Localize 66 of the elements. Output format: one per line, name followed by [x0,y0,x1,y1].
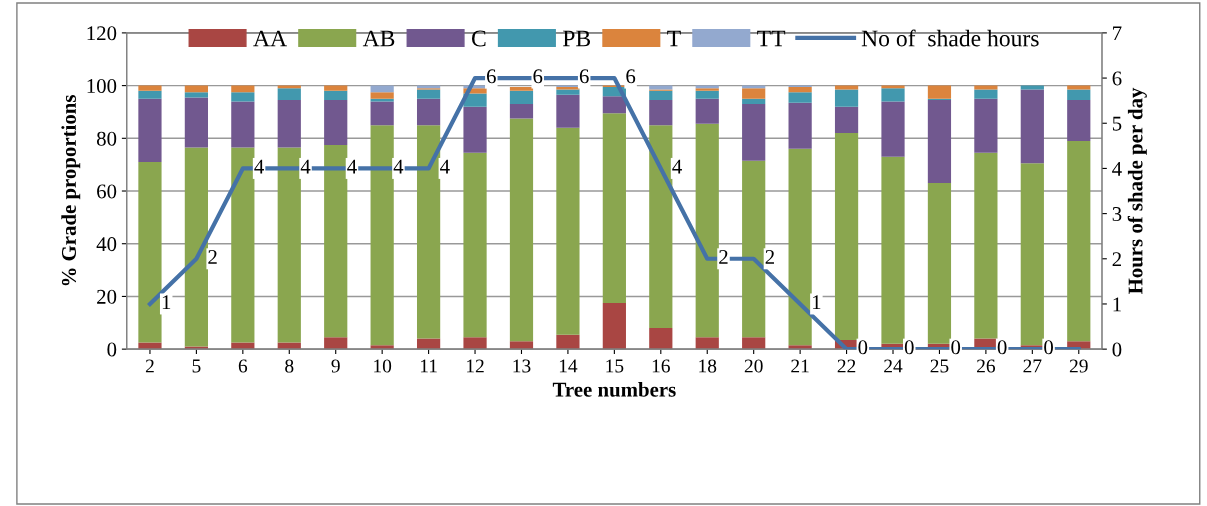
data-label: 6 [626,69,636,84]
y-tick-label: 80 [96,131,117,146]
y2-tick-label: 0 [1112,342,1122,357]
x-tick-label: 22 [837,359,856,373]
x-tick-label: 24 [884,359,903,373]
data-label: 0 [1044,340,1053,355]
y2-tick-label: 2 [1112,252,1121,267]
legend-label: No of shade hours [861,29,1039,47]
data-label: 6 [533,69,543,84]
x-tick-label: 15 [606,359,624,373]
x-tick-label: 14 [559,359,578,373]
data-label: 4 [300,159,311,174]
y-tick-label: 100 [87,78,117,94]
y-tick-label: 20 [97,289,117,304]
y2-tick-label: 3 [1112,207,1122,222]
x-tick-label: 2 [145,359,154,373]
data-label: 4 [393,159,404,174]
x-tick-label: 12 [467,359,484,373]
y-tick-label: 0 [107,342,117,357]
y-axis-title: % Grade proportions [61,95,81,286]
data-label: 0 [997,340,1007,355]
y2-axis-title: Hours of shade per day [1127,87,1147,295]
data-label: 6 [486,69,496,84]
legend-label: PB [562,30,591,47]
y-tick-label: 120 [87,26,117,41]
legend-label: AB [362,30,395,47]
x-tick-label: 6 [238,359,248,373]
data-label: 1 [813,295,821,309]
x-tick-label: 18 [699,359,717,373]
data-label: 0 [858,340,868,355]
data-label: 2 [765,250,774,264]
x-tick-label: 5 [192,359,201,373]
data-label: 6 [579,69,589,84]
legend-label: TT [757,30,786,47]
y2-tick-label: 6 [1112,71,1122,86]
x-tick-label: 13 [513,359,531,373]
data-label: 4 [254,159,264,174]
x-axis-title: Tree numbers [552,382,676,397]
y-tick-label: 40 [96,237,117,252]
y2-tick-label: 1 [1113,297,1121,312]
data-label: 4 [440,159,450,174]
data-label: 0 [951,340,961,355]
x-tick-label: 29 [1069,359,1088,373]
x-tick-label: 25 [930,359,949,373]
legend-label: C [471,30,486,47]
data-label: 4 [347,159,357,174]
data-label: 0 [904,340,914,355]
data-label: 4 [672,159,682,174]
x-tick-label: 27 [1023,359,1042,373]
legend-label: T [667,30,681,47]
y-tick-label: 60 [97,184,117,199]
x-tick-label: 9 [331,359,340,373]
y2-tick-label: 5 [1112,116,1122,131]
data-label: 1 [162,295,171,309]
x-tick-label: 21 [791,359,809,373]
legend-label: AA [253,30,287,47]
x-tick-label: 16 [652,359,670,373]
x-tick-label: 8 [285,359,294,373]
x-tick-label: 20 [744,359,763,373]
x-tick-label: 11 [420,359,437,373]
y2-tick-label: 7 [1113,26,1122,41]
y2-tick-label: 4 [1112,161,1122,176]
x-tick-label: 10 [374,359,392,373]
data-label: 2 [208,250,217,264]
x-tick-label: 26 [977,359,996,373]
data-label: 2 [719,250,728,264]
